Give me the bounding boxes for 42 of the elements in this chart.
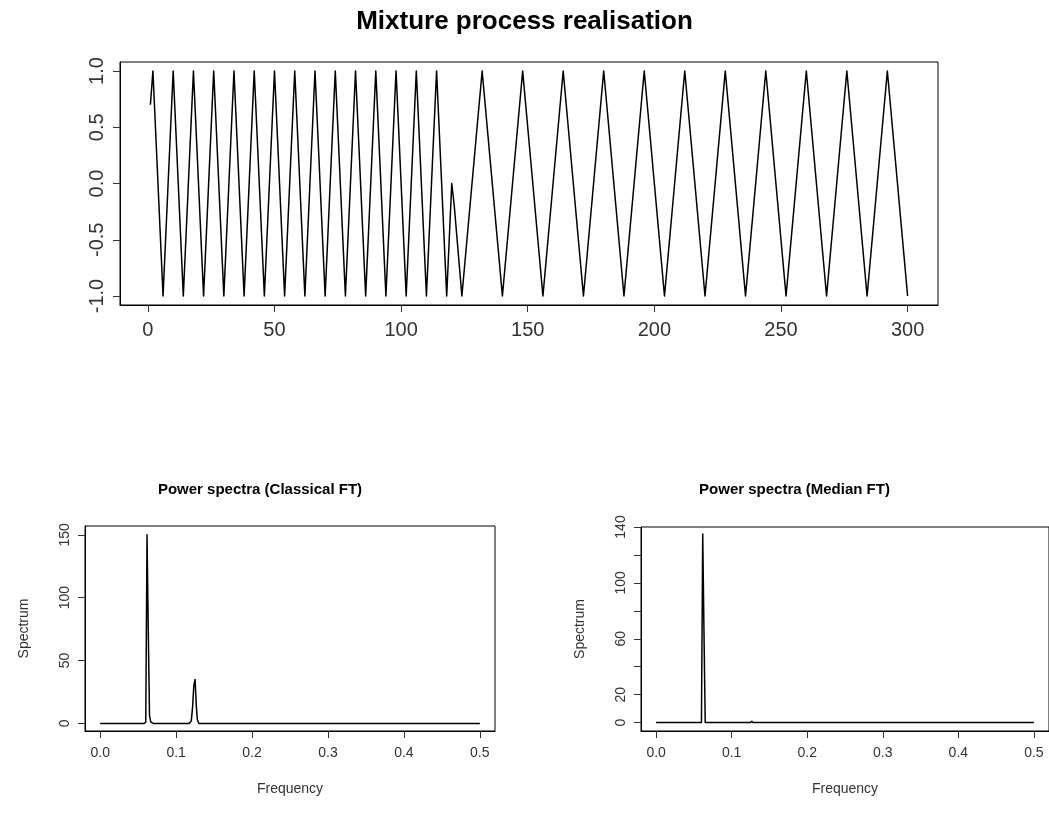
y-tick-label: 60 xyxy=(612,630,628,647)
x-tick-label: 0.4 xyxy=(394,744,414,760)
x-tick-label: 0.0 xyxy=(646,744,667,760)
chart-title: Power spectra (Classical FT) xyxy=(157,480,363,497)
y-axis-title: Spectrum xyxy=(571,599,587,659)
x-tick-label: 0.2 xyxy=(797,744,818,760)
y-tick-label: 50 xyxy=(56,652,72,669)
x-tick-label: 0.5 xyxy=(470,744,490,760)
y-tick-label: 100 xyxy=(612,571,628,595)
line-series xyxy=(655,533,1035,724)
y-tick-label: 150 xyxy=(56,522,72,547)
chart-title: Mixture process realisation xyxy=(356,5,693,35)
x-tick-label: 0.3 xyxy=(318,744,338,760)
x-tick-label: 0.4 xyxy=(948,744,969,760)
x-tick-label: 0.1 xyxy=(166,744,187,760)
x-tick-label: 0.2 xyxy=(242,744,262,760)
x-tick-label: 0.5 xyxy=(1024,744,1044,760)
x-tick-label: 300 xyxy=(890,318,925,340)
x-tick-label: 250 xyxy=(764,318,798,340)
x-tick-label: 100 xyxy=(384,318,418,340)
chart-title: Power spectra (Median FT) xyxy=(699,480,890,497)
line-series xyxy=(99,534,481,725)
y-tick-label: 140 xyxy=(612,515,628,539)
y-tick-label: -1.0 xyxy=(85,278,107,314)
y-axis-title: Spectrum xyxy=(15,598,31,659)
x-tick-label: 0 xyxy=(142,318,154,340)
y-tick-label: -0.5 xyxy=(85,222,107,257)
y-tick-label: 100 xyxy=(56,585,72,610)
y-tick-label: 1.0 xyxy=(85,57,107,85)
y-tick-label: 0.5 xyxy=(85,113,107,142)
line-series xyxy=(149,70,909,297)
y-tick-label: 0 xyxy=(612,718,628,727)
x-axis-title: Frequency xyxy=(811,780,879,796)
y-tick-label: 0.0 xyxy=(85,169,107,198)
x-tick-label: 50 xyxy=(263,318,286,340)
x-tick-label: 0.1 xyxy=(721,744,742,760)
x-tick-label: 200 xyxy=(637,318,672,340)
x-tick-label: 150 xyxy=(511,318,545,340)
x-tick-label: 0.3 xyxy=(873,744,893,760)
y-tick-label: 0 xyxy=(56,719,72,728)
x-axis-title: Frequency xyxy=(256,780,324,796)
y-tick-label: 20 xyxy=(612,686,628,703)
